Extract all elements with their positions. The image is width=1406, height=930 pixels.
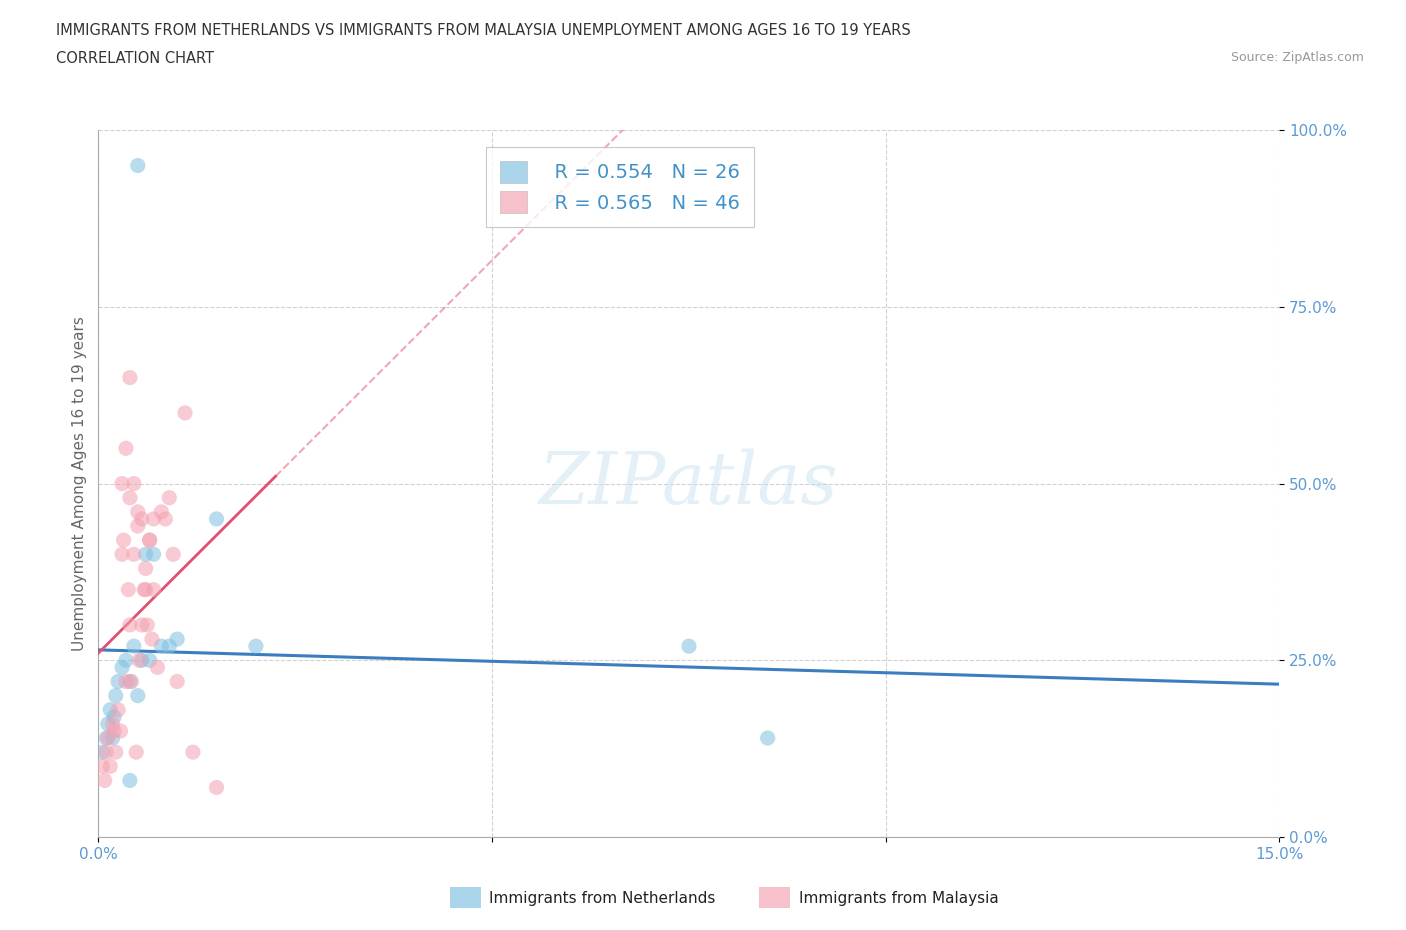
Point (101, 716, 124, 731)
Point (157, 639, 180, 654)
Point (142, 512, 165, 526)
Point (181, 745, 204, 760)
Y-axis label: Unemployment Among Ages 16 to 19 years: Unemployment Among Ages 16 to 19 years (72, 316, 87, 651)
Point (135, 547, 157, 562)
Point (104, 745, 127, 760)
Point (121, 674, 143, 689)
Point (111, 476, 134, 491)
Text: ZIPatlas: ZIPatlas (538, 448, 839, 519)
Point (96, 731, 118, 746)
Point (142, 547, 165, 562)
Point (756, 731, 779, 746)
Point (127, 688, 149, 703)
Point (125, 745, 148, 760)
Point (115, 441, 138, 456)
Point (205, 512, 228, 526)
Text: IMMIGRANTS FROM NETHERLANDS VS IMMIGRANTS FROM MALAYSIA UNEMPLOYMENT AMONG AGES : IMMIGRANTS FROM NETHERLANDS VS IMMIGRANT… (56, 23, 911, 38)
Point (131, 512, 153, 526)
Point (107, 674, 129, 689)
Text: Source: ZipAtlas.com: Source: ZipAtlas.com (1230, 51, 1364, 64)
Point (150, 639, 173, 654)
Point (138, 533, 160, 548)
Text: Immigrants from Malaysia: Immigrants from Malaysia (799, 891, 998, 906)
Point (117, 582, 139, 597)
Point (131, 618, 153, 632)
Point (127, 519, 149, 534)
Point (118, 370, 141, 385)
Point (136, 618, 159, 632)
Point (104, 688, 127, 703)
Point (93, 773, 115, 788)
Point (110, 724, 132, 738)
Point (135, 561, 157, 576)
Point (112, 533, 135, 548)
Point (91, 745, 114, 760)
Point (96, 745, 118, 760)
Point (135, 582, 157, 597)
Point (122, 639, 145, 654)
Point (118, 490, 141, 505)
Point (103, 724, 125, 738)
Point (155, 512, 177, 526)
Point (127, 504, 149, 519)
Point (157, 490, 180, 505)
Point (98, 702, 121, 717)
Point (103, 710, 125, 724)
Point (118, 773, 141, 788)
Point (132, 582, 155, 597)
Point (128, 653, 150, 668)
Point (678, 639, 700, 654)
Point (174, 405, 197, 420)
Point (107, 702, 129, 717)
Point (98, 759, 121, 774)
Point (131, 653, 153, 668)
Point (142, 582, 165, 597)
Point (97, 716, 120, 731)
Point (97, 731, 120, 746)
Point (101, 731, 124, 746)
Point (115, 653, 138, 668)
Point (245, 639, 267, 654)
Point (141, 631, 163, 646)
Point (162, 547, 184, 562)
Point (138, 653, 160, 668)
Point (166, 674, 188, 689)
Point (122, 547, 145, 562)
Point (115, 674, 138, 689)
Point (118, 674, 141, 689)
Point (205, 780, 228, 795)
Point (166, 631, 188, 646)
Point (122, 476, 145, 491)
Point (91, 759, 114, 774)
Point (150, 504, 173, 519)
Point (111, 660, 134, 675)
Point (118, 618, 141, 632)
Point (146, 660, 169, 675)
Text: Immigrants from Netherlands: Immigrants from Netherlands (489, 891, 716, 906)
Point (127, 158, 149, 173)
Legend:   R = 0.554   N = 26,   R = 0.565   N = 46: R = 0.554 N = 26, R = 0.565 N = 46 (486, 147, 754, 227)
Point (138, 533, 160, 548)
Text: CORRELATION CHART: CORRELATION CHART (56, 51, 214, 66)
Point (111, 547, 134, 562)
